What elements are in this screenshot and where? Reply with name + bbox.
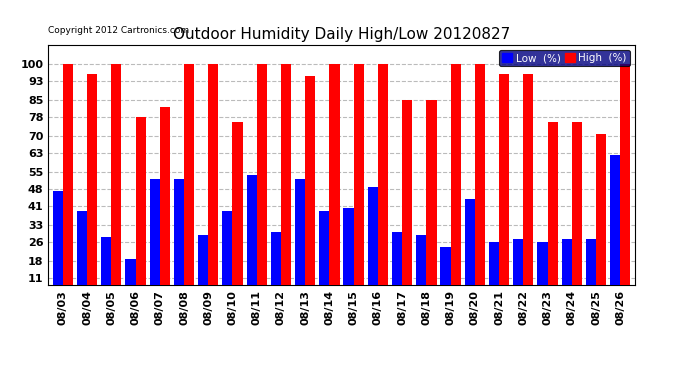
Bar <box>402 100 413 304</box>
Bar <box>174 179 184 304</box>
Bar <box>538 242 548 304</box>
Bar <box>160 107 170 304</box>
Bar <box>257 64 267 304</box>
Bar <box>77 211 87 304</box>
Bar <box>329 64 339 304</box>
Bar <box>620 64 631 304</box>
Bar <box>281 64 291 304</box>
Bar <box>184 64 194 304</box>
Bar <box>150 179 160 304</box>
Bar <box>270 232 281 304</box>
Bar <box>392 232 402 304</box>
Bar <box>208 64 219 304</box>
Bar <box>548 122 558 304</box>
Bar <box>246 175 257 304</box>
Bar <box>489 242 499 304</box>
Bar <box>354 64 364 304</box>
Bar <box>63 64 73 304</box>
Bar <box>426 100 437 304</box>
Bar <box>87 74 97 304</box>
Bar <box>562 239 572 304</box>
Title: Outdoor Humidity Daily High/Low 20120827: Outdoor Humidity Daily High/Low 20120827 <box>173 27 510 42</box>
Bar <box>572 122 582 304</box>
Bar <box>440 247 451 304</box>
Bar <box>378 64 388 304</box>
Legend: Low  (%), High  (%): Low (%), High (%) <box>499 50 629 66</box>
Bar <box>596 134 607 304</box>
Bar <box>305 76 315 304</box>
Bar <box>198 235 208 304</box>
Text: Copyright 2012 Cartronics.com: Copyright 2012 Cartronics.com <box>48 26 190 35</box>
Bar <box>586 239 596 304</box>
Bar <box>295 179 305 304</box>
Bar <box>319 211 329 304</box>
Bar <box>368 187 378 304</box>
Bar <box>126 259 135 304</box>
Bar <box>610 155 620 304</box>
Bar <box>135 117 146 304</box>
Bar <box>451 64 461 304</box>
Bar <box>499 74 509 304</box>
Bar <box>475 64 485 304</box>
Bar <box>416 235 426 304</box>
Bar <box>222 211 233 304</box>
Bar <box>513 239 523 304</box>
Bar <box>233 122 243 304</box>
Bar <box>523 74 533 304</box>
Bar <box>344 208 354 304</box>
Bar <box>101 237 111 304</box>
Bar <box>111 64 121 304</box>
Bar <box>464 199 475 304</box>
Bar <box>52 191 63 304</box>
